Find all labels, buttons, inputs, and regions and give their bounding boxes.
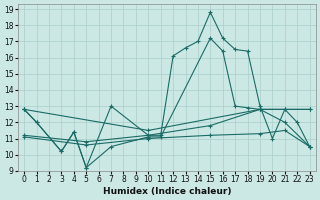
X-axis label: Humidex (Indice chaleur): Humidex (Indice chaleur) [103,187,231,196]
